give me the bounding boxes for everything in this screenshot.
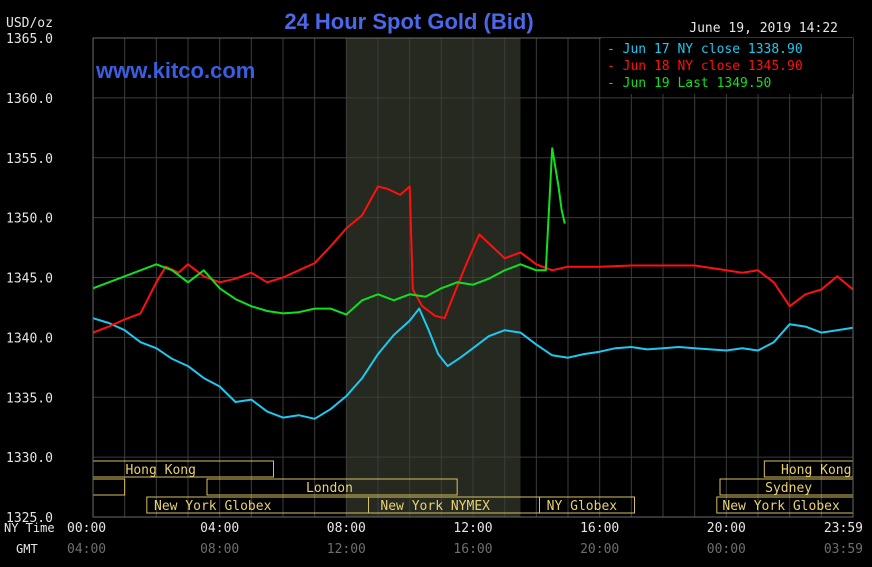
market-session-box [206,478,458,496]
x-tick-label-ny: 12:00 [453,521,492,536]
market-session-label: New York Globex [154,499,272,514]
y-tick-label: 1335.0 [6,391,53,406]
x-tick-label-gmt: 08:00 [200,542,239,557]
market-session-label: New York Globex [722,499,840,514]
x-tick-label-gmt: 04:00 [67,542,106,557]
market-session-label: New York NYMEX [380,499,490,514]
x-tick-label-gmt: 16:00 [453,542,492,557]
x-tick-label-gmt: 12:00 [327,542,366,557]
x-tick-label-ny: 08:00 [327,521,366,536]
market-session-label: Hong Kong [126,463,196,478]
series-line [92,185,854,334]
y-tick-label: 1365.0 [6,32,53,47]
market-session-box [539,496,635,514]
x-axis-row-label-ny: NY Time [4,521,55,535]
y-tick-label: 1350.0 [6,212,53,227]
legend: - Jun 17 NY close 1338.90 - Jun 18 NY clo… [601,38,853,94]
market-session-label: NY Globex [547,499,618,514]
market-sessions: Hong Kong Hong Kong London Sydney New York G… [92,460,854,514]
chart-timestamp: June 19, 2019 14:22 [689,21,838,36]
chart-title: 24 Hour Spot Gold (Bid) [284,9,533,34]
y-tick-label: 1360.0 [6,92,53,107]
market-session-label: London [306,481,353,496]
y-tick-label: 1325.0 [6,511,53,526]
legend-entry: - Jun 19 Last 1349.50 [607,76,771,91]
x-tick-label-ny: 04:00 [200,521,239,536]
x-tick-label-ny: 16:00 [580,521,619,536]
x-tick-label-ny: 20:00 [707,521,746,536]
y-tick-label: 1355.0 [6,152,53,167]
y-tick-label: 1345.0 [6,272,53,287]
legend-entry: - Jun 18 NY close 1345.90 [607,59,803,74]
x-tick-label-gmt: 20:00 [580,542,619,557]
legend-entry: - Jun 17 NY close 1338.90 [607,42,803,57]
x-tick-label-ny: 23:59 [824,521,863,536]
x-axis-row-label-gmt: GMT [16,542,38,556]
x-axis-tick-labels: 00:00 04:00 08:00 12:00 16:00 20:00 23:59 04:00… [67,521,863,557]
series-line [92,147,566,316]
y-tick-label: 1340.0 [6,331,53,346]
y-axis-tick-labels: 1365.0 1360.0 1355.0 1350.0 1345.0 1340.0 1335… [6,32,53,526]
x-tick-label-gmt: 00:00 [707,542,746,557]
y-axis-unit-label: USD/oz [6,16,53,31]
gridlines [93,38,853,517]
series-line [92,307,854,420]
market-session-label: Hong Kong [781,463,851,478]
x-tick-label-gmt: 03:59 [824,542,863,557]
brand-watermark: www.kitco.com [95,58,255,83]
y-tick-label: 1330.0 [6,451,53,466]
x-tick-label-ny: 00:00 [67,521,106,536]
legend-background [601,38,853,94]
market-session-label: Sydney [765,481,812,496]
plot-area-frame [92,37,854,518]
price-series [92,147,854,420]
